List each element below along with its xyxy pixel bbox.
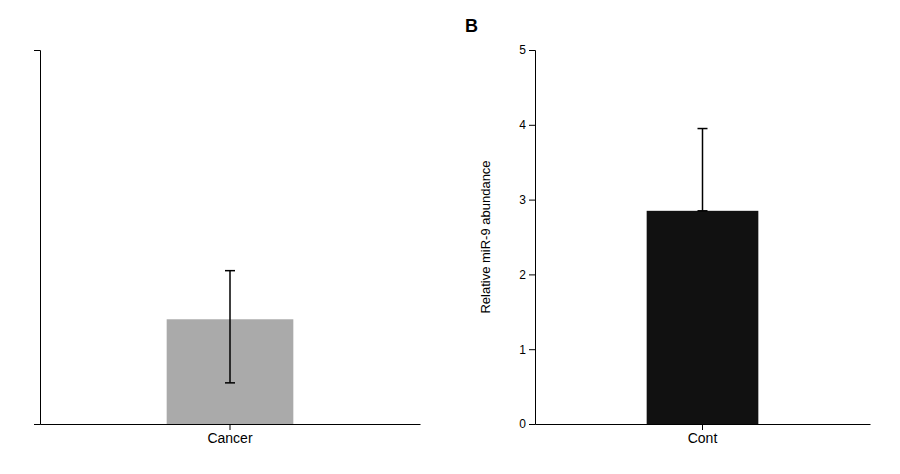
y-tick-mark [529,50,535,51]
y-tick-label: 1 [519,343,526,357]
y-tick-mark [529,274,535,275]
x-tick-label: Cont [688,430,718,446]
y-axis-line [34,51,41,425]
x-tick: Cancer [207,424,252,446]
y-tick: 5 [519,43,535,57]
y-tick-label: 4 [519,118,526,132]
y-tick-mark [529,424,535,425]
chart-svg: Cancer 0 1 2 3 4 5 Cont Relative miR-9 abundance… [0,0,900,474]
bar [647,211,759,424]
panel: Cancer [34,51,421,446]
y-axis-title: Relative miR-9 abundance [478,160,493,313]
y-tick-mark [529,125,535,126]
y-axis [34,51,41,425]
y-tick-mark [529,349,535,350]
y-tick-label: 5 [519,43,526,57]
x-axis: Cancer [41,424,421,446]
y-tick-label: 0 [519,417,526,431]
y-tick-label: 2 [519,268,526,282]
error-bar-cap-bottom [225,382,235,384]
error-bar-cap-top [698,128,708,130]
y-tick: 2 [519,268,535,282]
y-axis-line [529,51,536,425]
error-bar [225,271,235,383]
y-tick: 0 [519,417,535,431]
error-bar-stem [229,271,231,383]
title: B [465,16,478,36]
y-tick: 3 [519,193,535,207]
panel: 0 1 2 3 4 5 Cont Relative miR-9 abundance B [465,16,871,446]
error-bar [698,129,708,211]
x-tick: Cont [688,424,718,446]
y-tick: 4 [519,118,535,132]
y-tick-mark [529,200,535,201]
plot-area [647,129,759,424]
y-tick-label: 3 [519,193,526,207]
error-bar-cap-top [225,270,235,272]
x-axis: Cont [536,424,871,446]
y-tick: 1 [519,343,535,357]
error-bar-stem [702,129,704,211]
y-axis: 0 1 2 3 4 5 [519,43,535,431]
x-tick-label: Cancer [207,430,252,446]
plot-area [167,271,294,424]
error-bar-cap-bottom [698,210,708,212]
